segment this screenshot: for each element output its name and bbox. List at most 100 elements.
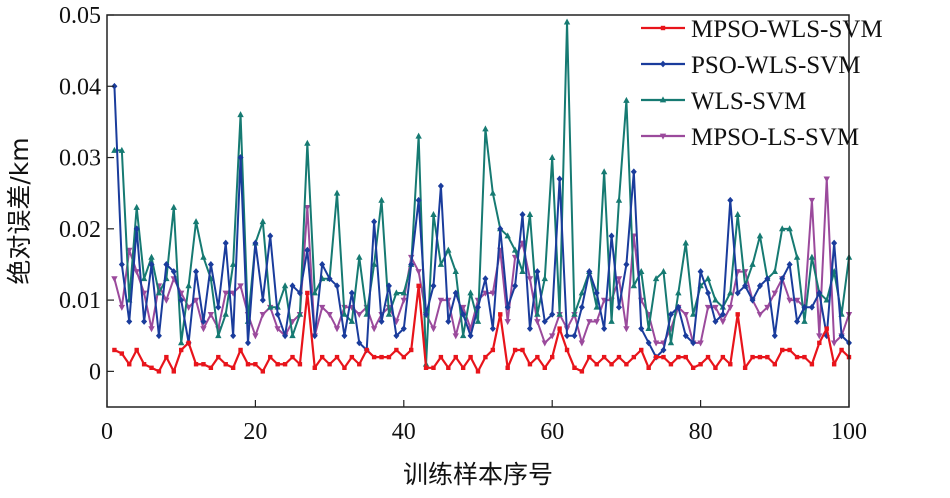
data-point xyxy=(163,297,170,304)
data-point xyxy=(549,310,556,318)
data-point xyxy=(342,365,347,370)
data-point xyxy=(140,275,148,282)
data-point xyxy=(133,225,140,233)
data-point xyxy=(333,326,341,333)
data-point xyxy=(749,260,756,267)
data-point xyxy=(393,332,400,340)
data-point xyxy=(215,332,222,339)
data-point xyxy=(438,354,444,360)
data-point xyxy=(400,289,407,296)
data-point xyxy=(728,362,733,367)
data-point xyxy=(772,362,777,367)
data-point xyxy=(623,96,630,103)
data-point xyxy=(645,325,652,331)
y-axis-title: 绝对误差/km xyxy=(5,137,34,284)
data-point xyxy=(786,297,793,304)
data-point xyxy=(793,253,801,260)
series-line xyxy=(113,284,850,373)
legend-item: PSO-WLS-SVM xyxy=(641,52,860,79)
data-point xyxy=(682,311,689,318)
data-point xyxy=(192,218,200,225)
data-point xyxy=(415,269,422,276)
data-point xyxy=(615,303,622,311)
data-point xyxy=(401,354,406,360)
data-point xyxy=(296,289,303,297)
data-point xyxy=(808,197,816,204)
data-point xyxy=(526,210,534,217)
data-point xyxy=(824,326,829,331)
data-point xyxy=(786,261,793,268)
data-point xyxy=(244,339,251,347)
data-point xyxy=(823,176,830,183)
data-point xyxy=(794,354,800,360)
data-point xyxy=(148,261,155,268)
data-point xyxy=(296,310,304,317)
data-point xyxy=(430,326,437,333)
data-point xyxy=(645,339,652,347)
data-point xyxy=(764,275,771,283)
data-point xyxy=(511,246,519,253)
data-point xyxy=(808,253,816,260)
data-point xyxy=(727,196,734,204)
data-point xyxy=(216,354,221,360)
data-point xyxy=(141,318,148,325)
data-point xyxy=(112,347,117,353)
data-point xyxy=(459,304,467,311)
data-point xyxy=(719,310,726,318)
series-1 xyxy=(112,283,852,374)
data-point xyxy=(631,354,637,360)
data-point xyxy=(459,332,467,339)
data-point xyxy=(541,275,548,282)
data-point xyxy=(675,289,682,296)
data-point xyxy=(185,282,192,289)
data-point xyxy=(252,239,259,247)
data-point xyxy=(134,347,139,353)
data-point xyxy=(409,347,414,353)
data-point xyxy=(756,232,764,239)
legend-label: MPSO-WLS-SVM xyxy=(691,16,883,43)
data-point xyxy=(437,182,444,190)
x-tick-label: 100 xyxy=(831,419,867,445)
data-point xyxy=(831,239,838,247)
y-tick-label: 0 xyxy=(89,359,101,385)
data-point xyxy=(467,332,474,340)
data-point xyxy=(571,332,578,340)
data-point xyxy=(556,310,563,317)
data-point xyxy=(334,354,340,360)
legend: MPSO-WLS-SVM PSO-WLS-SVM WLS-SVM MPSO-LS-SV… xyxy=(641,16,883,151)
data-point xyxy=(816,333,823,340)
data-point xyxy=(208,365,214,370)
data-point xyxy=(668,362,674,367)
data-point xyxy=(356,339,363,347)
data-point xyxy=(682,239,689,246)
data-point xyxy=(675,303,682,311)
legend-item: WLS-SVM xyxy=(641,88,806,115)
data-point xyxy=(483,354,488,360)
legend-marker xyxy=(659,133,667,140)
axes-layer xyxy=(106,14,850,408)
y-tick-label: 0.02 xyxy=(59,217,101,243)
data-point xyxy=(652,275,660,282)
data-point xyxy=(615,196,623,203)
data-point xyxy=(526,325,533,332)
x-tick-label: 80 xyxy=(689,419,713,445)
data-point xyxy=(630,282,638,289)
data-point xyxy=(541,340,548,347)
data-point xyxy=(593,303,600,310)
data-point xyxy=(667,339,675,346)
data-point xyxy=(452,289,459,297)
series-2 xyxy=(111,82,852,361)
data-point xyxy=(200,253,207,260)
data-point xyxy=(734,289,741,297)
data-point xyxy=(111,276,118,283)
data-point xyxy=(207,311,215,318)
data-point xyxy=(282,362,288,367)
data-point xyxy=(801,303,808,311)
data-point xyxy=(549,153,556,160)
data-point xyxy=(474,317,482,324)
data-point xyxy=(230,332,237,340)
data-point xyxy=(415,132,422,139)
data-point xyxy=(676,354,681,360)
data-point xyxy=(252,333,259,340)
data-point xyxy=(431,365,436,370)
